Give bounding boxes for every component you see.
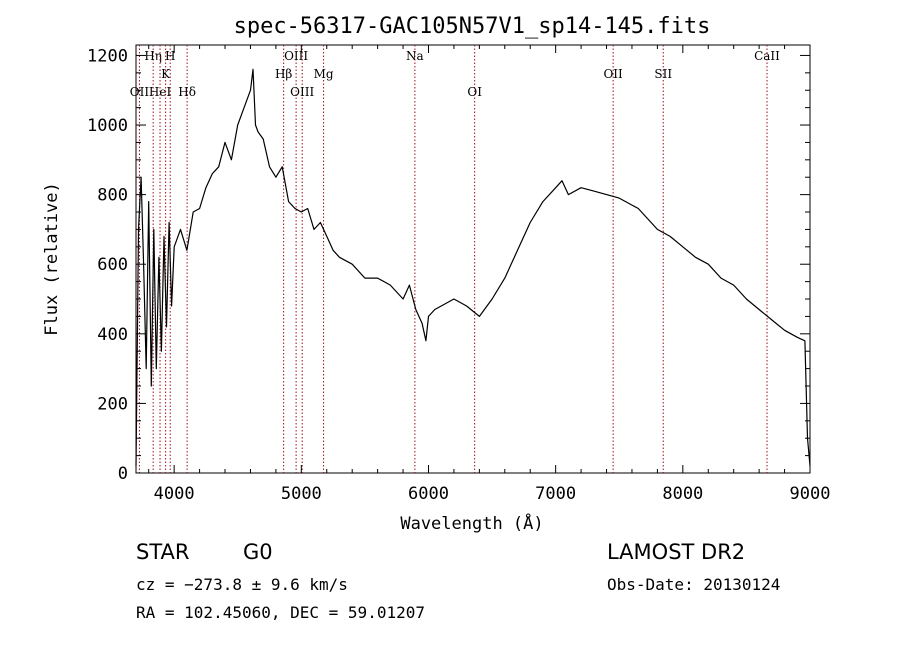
spectral-line-label: OII	[603, 67, 623, 81]
y-tick-label: 800	[97, 186, 128, 206]
y-tick-label: 0	[118, 464, 128, 484]
x-tick-label: 7000	[535, 484, 576, 504]
y-axis-label: Flux (relative)	[42, 182, 62, 336]
y-tick-label: 400	[97, 325, 128, 345]
spectrum-line	[135, 68, 811, 467]
redshift-cz: cz = −273.8 ± 9.6 km/s	[136, 575, 348, 594]
x-axis: 4000 5000 6000 7000 8000 9000	[148, 45, 831, 504]
spectral-line-label: OIII	[290, 85, 314, 99]
y-axis: 0 200 400 600 800 1000 1200	[87, 46, 810, 484]
spectral-line-label: OI	[467, 85, 482, 99]
plot-frame	[135, 44, 811, 474]
object-class: STAR	[136, 540, 190, 564]
spectral-line-label: SII	[654, 67, 672, 81]
sky-coordinates: RA = 102.45060, DEC = 59.01207	[136, 603, 425, 622]
spectral-line-label: OIII	[284, 49, 308, 63]
chart-title: spec-56317-GAC105N57V1_sp14-145.fits	[234, 14, 711, 39]
x-tick-label: 6000	[408, 484, 449, 504]
spectral-line-label: Mg	[314, 67, 334, 81]
y-tick-label: 200	[97, 394, 128, 414]
spectral-line-label: Hη	[144, 49, 162, 63]
y-tick-label: 1200	[87, 46, 128, 66]
y-tick-label: 1000	[87, 116, 128, 136]
spectral-line-label: K	[161, 67, 171, 81]
spectrum-series	[135, 68, 811, 467]
spectral-line-label: H	[165, 49, 175, 63]
x-tick-label: 9000	[790, 484, 831, 504]
y-tick-label: 600	[97, 255, 128, 275]
survey-name: LAMOST DR2	[607, 540, 746, 564]
spectral-line-label: HeI	[149, 85, 172, 99]
spectral-line-label: Hδ	[178, 85, 196, 99]
observation-date: Obs-Date: 20130124	[607, 575, 781, 594]
spectral-line-label: OII	[130, 85, 150, 99]
x-tick-label: 5000	[281, 484, 322, 504]
object-subclass: G0	[243, 540, 273, 564]
x-tick-label: 8000	[662, 484, 703, 504]
x-tick-label: 4000	[154, 484, 195, 504]
spectral-line-label: Hβ	[275, 67, 292, 81]
spectral-line-label: CaII	[754, 49, 780, 63]
x-axis-label: Wavelength (Å)	[400, 512, 543, 534]
spectral-line-label: Na	[406, 49, 424, 63]
